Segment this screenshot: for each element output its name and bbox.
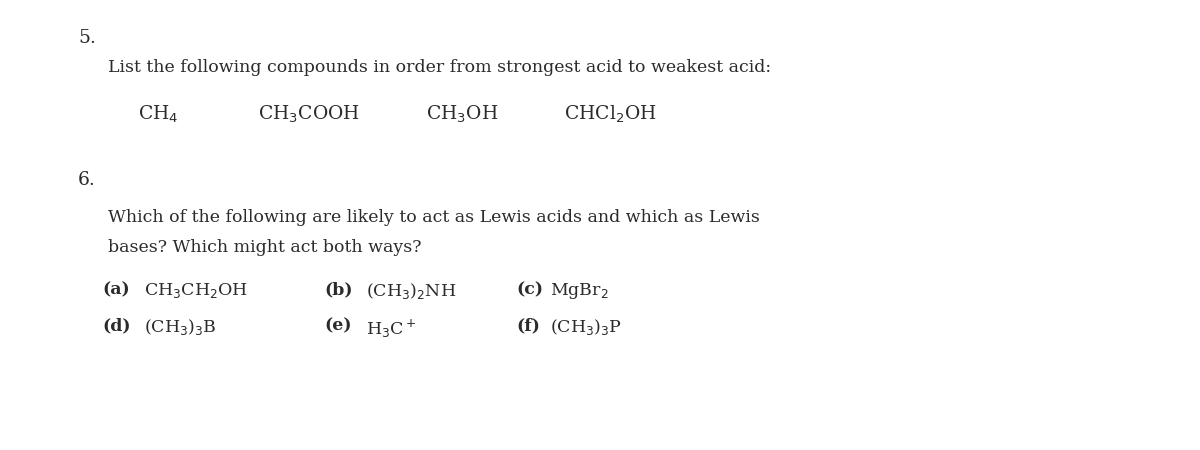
Text: (d): (d) [102, 317, 131, 334]
Text: (c): (c) [516, 281, 542, 298]
Text: MgBr$_2$: MgBr$_2$ [550, 281, 608, 301]
Text: (CH$_3$)$_3$P: (CH$_3$)$_3$P [550, 317, 622, 337]
Text: (e): (e) [324, 317, 352, 334]
Text: (CH$_3$)$_2$NH: (CH$_3$)$_2$NH [366, 281, 456, 301]
Text: 5.: 5. [78, 29, 96, 47]
Text: (a): (a) [102, 281, 130, 298]
Text: CH$_3$COOH: CH$_3$COOH [258, 104, 360, 125]
Text: CHCl$_2$OH: CHCl$_2$OH [564, 104, 656, 125]
Text: (CH$_3$)$_3$B: (CH$_3$)$_3$B [144, 317, 216, 337]
Text: Which of the following are likely to act as Lewis acids and which as Lewis: Which of the following are likely to act… [108, 209, 760, 226]
Text: 6.: 6. [78, 171, 96, 189]
Text: (b): (b) [324, 281, 353, 298]
Text: H$_3$C$^+$: H$_3$C$^+$ [366, 317, 416, 340]
Text: List the following compounds in order from strongest acid to weakest acid:: List the following compounds in order fr… [108, 58, 772, 76]
Text: CH$_3$CH$_2$OH: CH$_3$CH$_2$OH [144, 281, 248, 300]
Text: bases? Which might act both ways?: bases? Which might act both ways? [108, 239, 421, 256]
Text: CH$_3$OH: CH$_3$OH [426, 104, 498, 125]
Text: CH$_4$: CH$_4$ [138, 104, 179, 125]
Text: (f): (f) [516, 317, 540, 334]
